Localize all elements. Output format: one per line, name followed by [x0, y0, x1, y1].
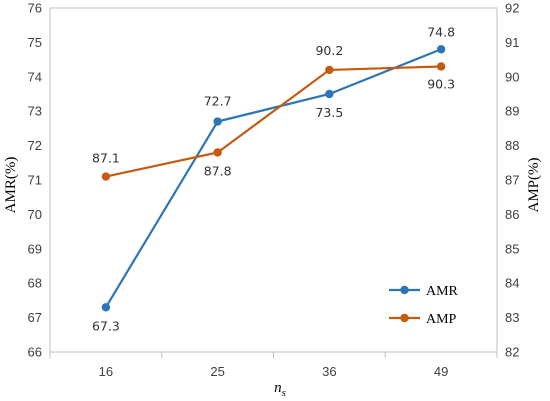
data-point-amp [213, 148, 222, 157]
data-point-amp [436, 62, 446, 71]
left-tick-label: 70 [28, 207, 42, 222]
data-label-amp: 87.1 [92, 151, 120, 166]
x-tick-label: 16 [99, 364, 113, 379]
data-label-amr: 73.5 [315, 105, 343, 120]
data-point-amr [436, 45, 446, 54]
data-point-amr [325, 89, 334, 99]
legend-marker-amp [400, 313, 409, 323]
left-axis-title: AMR(%) [3, 157, 19, 214]
left-tick-label: 71 [28, 173, 42, 188]
series-layer [101, 45, 446, 312]
right-tick-label: 85 [505, 241, 519, 256]
left-tick-label: 73 [28, 104, 42, 119]
right-y-axis-ticks: 82 83 84 85 86 87 88 89 90 91 92 [505, 1, 519, 360]
data-label-amr: 72.7 [204, 94, 232, 109]
data-point-amp [101, 172, 111, 181]
right-tick-label: 92 [505, 1, 519, 16]
data-point-amr [101, 303, 111, 312]
legend-marker-amr [400, 285, 409, 295]
data-label-amr: 67.3 [92, 318, 120, 333]
legend-label-amr: AMR [426, 284, 459, 299]
left-tick-label: 69 [28, 241, 42, 256]
left-tick-label: 76 [28, 1, 42, 16]
x-axis-title: ns [274, 380, 286, 399]
series-line-amr [104, 48, 442, 308]
x-tick-label: 36 [322, 364, 336, 379]
left-tick-label: 66 [28, 345, 42, 360]
right-tick-label: 91 [505, 35, 519, 50]
data-label-amp: 87.8 [204, 163, 232, 178]
right-tick-label: 89 [505, 104, 519, 119]
right-tick-label: 88 [505, 138, 519, 153]
right-tick-label: 82 [505, 345, 519, 360]
x-axis-ticks: 16 25 36 49 [49, 352, 498, 379]
right-axis-title: AMP(%) [526, 157, 542, 212]
left-tick-label: 68 [28, 276, 42, 291]
legend: AMR AMP [389, 284, 459, 327]
left-tick-label: 75 [28, 35, 42, 50]
right-tick-label: 87 [505, 173, 519, 188]
left-tick-label: 67 [28, 310, 42, 325]
right-tick-label: 83 [505, 310, 519, 325]
legend-label-amp: AMP [426, 312, 457, 327]
x-tick-label: 25 [210, 364, 224, 379]
right-tick-label: 90 [505, 69, 519, 84]
right-tick-label: 84 [505, 276, 519, 291]
left-tick-label: 72 [28, 138, 42, 153]
data-point-amp [325, 65, 334, 75]
left-tick-label: 74 [28, 69, 42, 84]
data-label-amp: 90.3 [427, 76, 455, 91]
x-axis-title-subscript: s [282, 387, 286, 399]
data-point-amr [213, 117, 222, 126]
plot-frame [49, 7, 498, 353]
x-tick-label: 49 [434, 364, 448, 379]
series-line-amp [105, 65, 442, 178]
left-y-axis-ticks: 66 67 68 69 70 71 72 73 74 75 76 [28, 1, 42, 360]
data-label-amp: 90.2 [315, 43, 343, 58]
right-tick-label: 86 [505, 207, 519, 222]
data-labels: 67.3 72.7 73.5 74.8 87.1 87.8 90.2 90.3 [92, 24, 455, 333]
data-label-amr: 74.8 [427, 24, 455, 39]
plot-border [49, 7, 498, 353]
